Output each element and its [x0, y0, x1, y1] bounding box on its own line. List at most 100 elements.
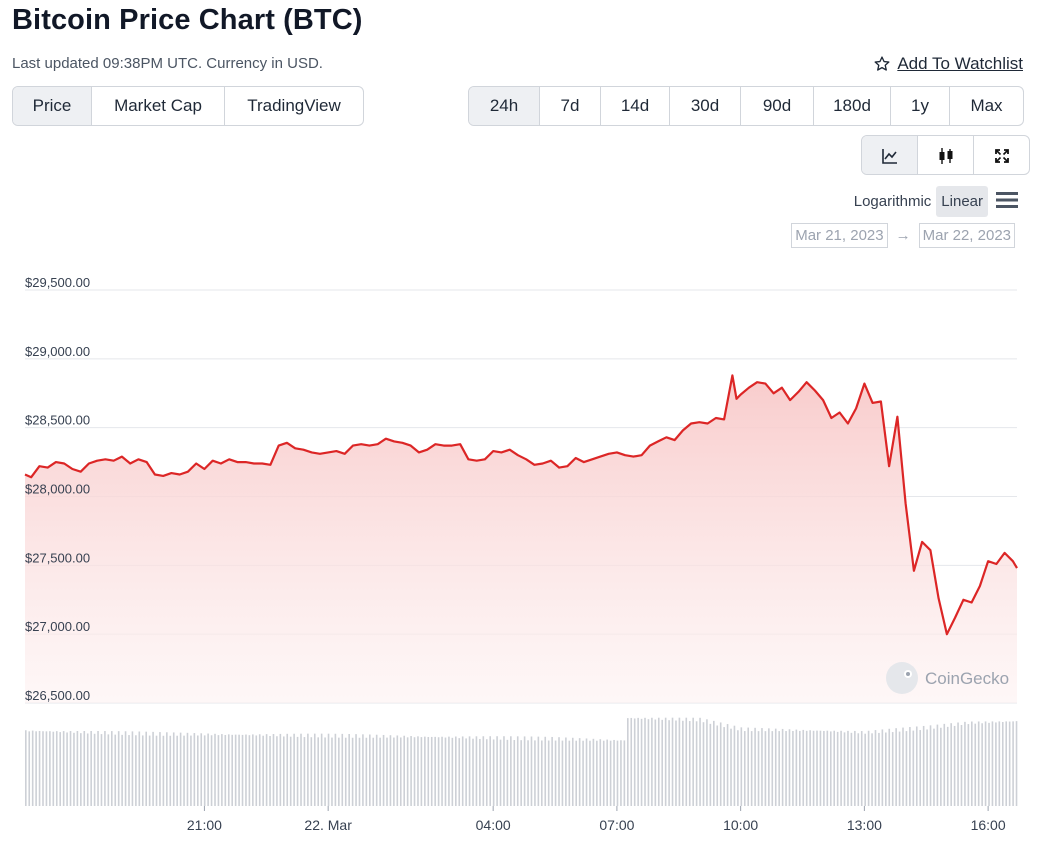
date-from-input[interactable]: Mar 21, 2023 — [791, 223, 888, 248]
volume-bar — [995, 722, 997, 806]
coingecko-watermark: CoinGecko — [886, 662, 1009, 694]
scale-toggle: Logarithmic Linear — [849, 186, 1018, 217]
volume-bar — [375, 734, 378, 806]
volume-bar — [682, 720, 684, 806]
range-24h[interactable]: 24h — [469, 87, 539, 125]
volume-bar — [25, 730, 27, 806]
volume-bar — [279, 733, 282, 806]
volume-bar — [692, 717, 694, 806]
volume-bar — [568, 740, 571, 806]
volume-bar — [269, 735, 271, 806]
chart-menu-button[interactable] — [996, 191, 1018, 213]
volume-bar — [592, 738, 595, 806]
volume-bar — [145, 731, 148, 806]
volume-bar — [523, 736, 526, 806]
tab-tradingview[interactable]: TradingView — [224, 87, 363, 125]
volume-bar — [510, 736, 512, 806]
volume-bar — [152, 731, 154, 806]
volume-bar — [131, 731, 134, 806]
range-max[interactable]: Max — [949, 87, 1023, 125]
range-14d[interactable]: 14d — [600, 87, 669, 125]
volume-bar — [455, 736, 457, 806]
volume-bar — [599, 739, 602, 806]
volume-bar — [799, 730, 801, 806]
tab-market-cap[interactable]: Market Cap — [91, 87, 224, 125]
range-90d[interactable]: 90d — [740, 87, 813, 125]
range-30d[interactable]: 30d — [669, 87, 740, 125]
volume-bar — [778, 731, 780, 806]
scale-linear[interactable]: Linear — [936, 186, 988, 217]
volume-bar — [441, 736, 443, 806]
volume-bar — [331, 737, 333, 806]
volume-bar — [238, 734, 240, 806]
volume-bar — [578, 738, 581, 806]
volume-bar — [809, 730, 811, 806]
volume-bar — [967, 724, 970, 806]
volume-bar — [410, 736, 412, 806]
volume-bar — [217, 735, 220, 806]
volume-bar — [159, 732, 161, 806]
volume-bar — [609, 740, 612, 806]
volume-bar — [788, 729, 791, 806]
line-chart-button[interactable] — [862, 136, 917, 174]
volume-bar — [461, 736, 464, 806]
coingecko-logo-icon — [886, 662, 918, 694]
volume-bar — [719, 722, 722, 806]
view-tabs: Price Market Cap TradingView — [12, 86, 364, 126]
volume-bar — [444, 737, 447, 806]
volume-bar — [926, 729, 928, 806]
volume-bar — [499, 739, 502, 806]
volume-bar — [417, 736, 419, 806]
volume-bar — [100, 734, 103, 806]
x-tick-label: 13:00 — [847, 817, 882, 833]
volume-bar — [747, 727, 750, 806]
volume-bar — [785, 731, 787, 806]
volume-bar — [596, 740, 598, 806]
candlestick-icon — [939, 147, 952, 164]
volume-bar — [351, 737, 354, 806]
volume-bar — [73, 732, 75, 806]
volume-bar — [124, 731, 127, 806]
scale-logarithmic[interactable]: Logarithmic — [853, 193, 932, 210]
volume-bar — [943, 723, 946, 806]
volume-bar — [28, 731, 31, 806]
range-7d[interactable]: 7d — [539, 87, 600, 125]
volume-bar — [386, 737, 388, 806]
x-tick-label: 07:00 — [599, 817, 634, 833]
range-180d[interactable]: 180d — [813, 87, 890, 125]
volume-bar — [675, 720, 677, 806]
volume-bar — [781, 728, 784, 806]
volume-bar — [829, 731, 832, 806]
volume-bar — [792, 730, 794, 806]
fullscreen-button[interactable] — [973, 136, 1029, 174]
x-tick-label: 04:00 — [476, 817, 511, 833]
date-arrow: → — [895, 227, 911, 244]
range-1y[interactable]: 1y — [890, 87, 949, 125]
date-range-picker: Mar 21, 2023 → Mar 22, 2023 — [791, 223, 1015, 248]
tab-price[interactable]: Price — [13, 87, 91, 125]
volume-bar — [537, 736, 540, 806]
volume-bar — [991, 721, 994, 806]
volume-bar — [155, 735, 158, 806]
volume-bar — [197, 735, 199, 806]
volume-bar — [255, 735, 258, 806]
volume-bar — [623, 740, 626, 806]
volume-bar — [709, 723, 712, 806]
volume-bar — [565, 737, 567, 806]
volume-bar — [138, 731, 141, 806]
volume-bar — [276, 736, 278, 806]
volume-bar — [757, 731, 760, 806]
volume-bar — [774, 728, 777, 806]
add-to-watchlist-button[interactable]: Add To Watchlist — [873, 54, 1023, 74]
volume-bar — [802, 729, 805, 806]
date-to-input[interactable]: Mar 22, 2023 — [918, 223, 1015, 248]
volume-bar — [293, 733, 295, 806]
volume-bar — [221, 734, 223, 806]
volume-bar — [248, 735, 251, 806]
volume-bar — [520, 740, 522, 806]
candlestick-button[interactable] — [917, 136, 973, 174]
volume-bar — [289, 736, 292, 806]
x-tick-label: 10:00 — [723, 817, 758, 833]
volume-bar — [310, 737, 313, 806]
